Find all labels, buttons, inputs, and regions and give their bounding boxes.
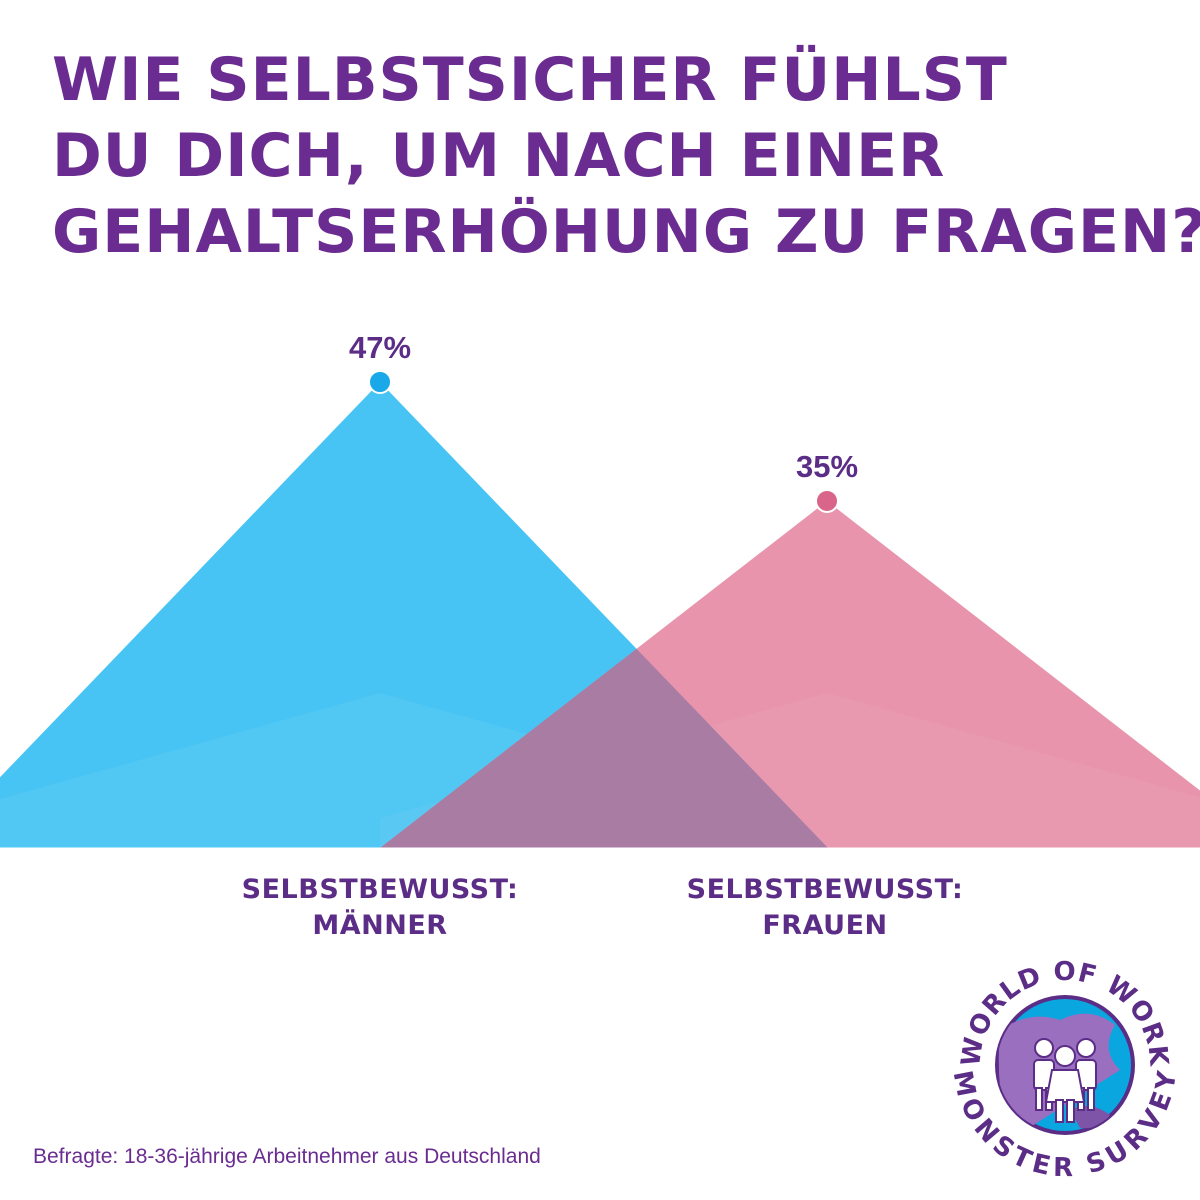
footnote: Befragte: 18-36-jährige Arbeitnehmer aus… [33, 1145, 541, 1168]
monster-survey-logo: WORLD OF WORK MONSTER SURVEY [950, 957, 1180, 1180]
category-label-men-line1: SELBSTBEWUSST: [241, 874, 519, 905]
title-line-3: GEHALTSERHÖHUNG ZU FRAGEN? [52, 197, 1200, 267]
title-line-2: DU DICH, UM NACH EINER [52, 121, 946, 191]
category-label-women-line1: SELBSTBEWUSST: [686, 874, 964, 905]
people-icon [1033, 1038, 1097, 1123]
category-label-men: SELBSTBEWUSST: MÄNNER [200, 872, 560, 944]
area-overlap [380, 648, 828, 848]
category-label-women-line2: FRAUEN [762, 910, 888, 941]
title-line-1: WIE SELBSTSICHER FÜHLST [52, 45, 1008, 115]
value-label-women: 35% [796, 449, 858, 484]
peak-point-men [368, 370, 392, 394]
category-label-men-line2: MÄNNER [312, 910, 448, 941]
category-label-women: SELBSTBEWUSST: FRAUEN [645, 872, 1005, 944]
value-label-men: 47% [349, 330, 411, 365]
peak-point-women [815, 488, 839, 513]
chart-title: WIE SELBSTSICHER FÜHLST DU DICH, UM NACH… [52, 42, 1200, 270]
